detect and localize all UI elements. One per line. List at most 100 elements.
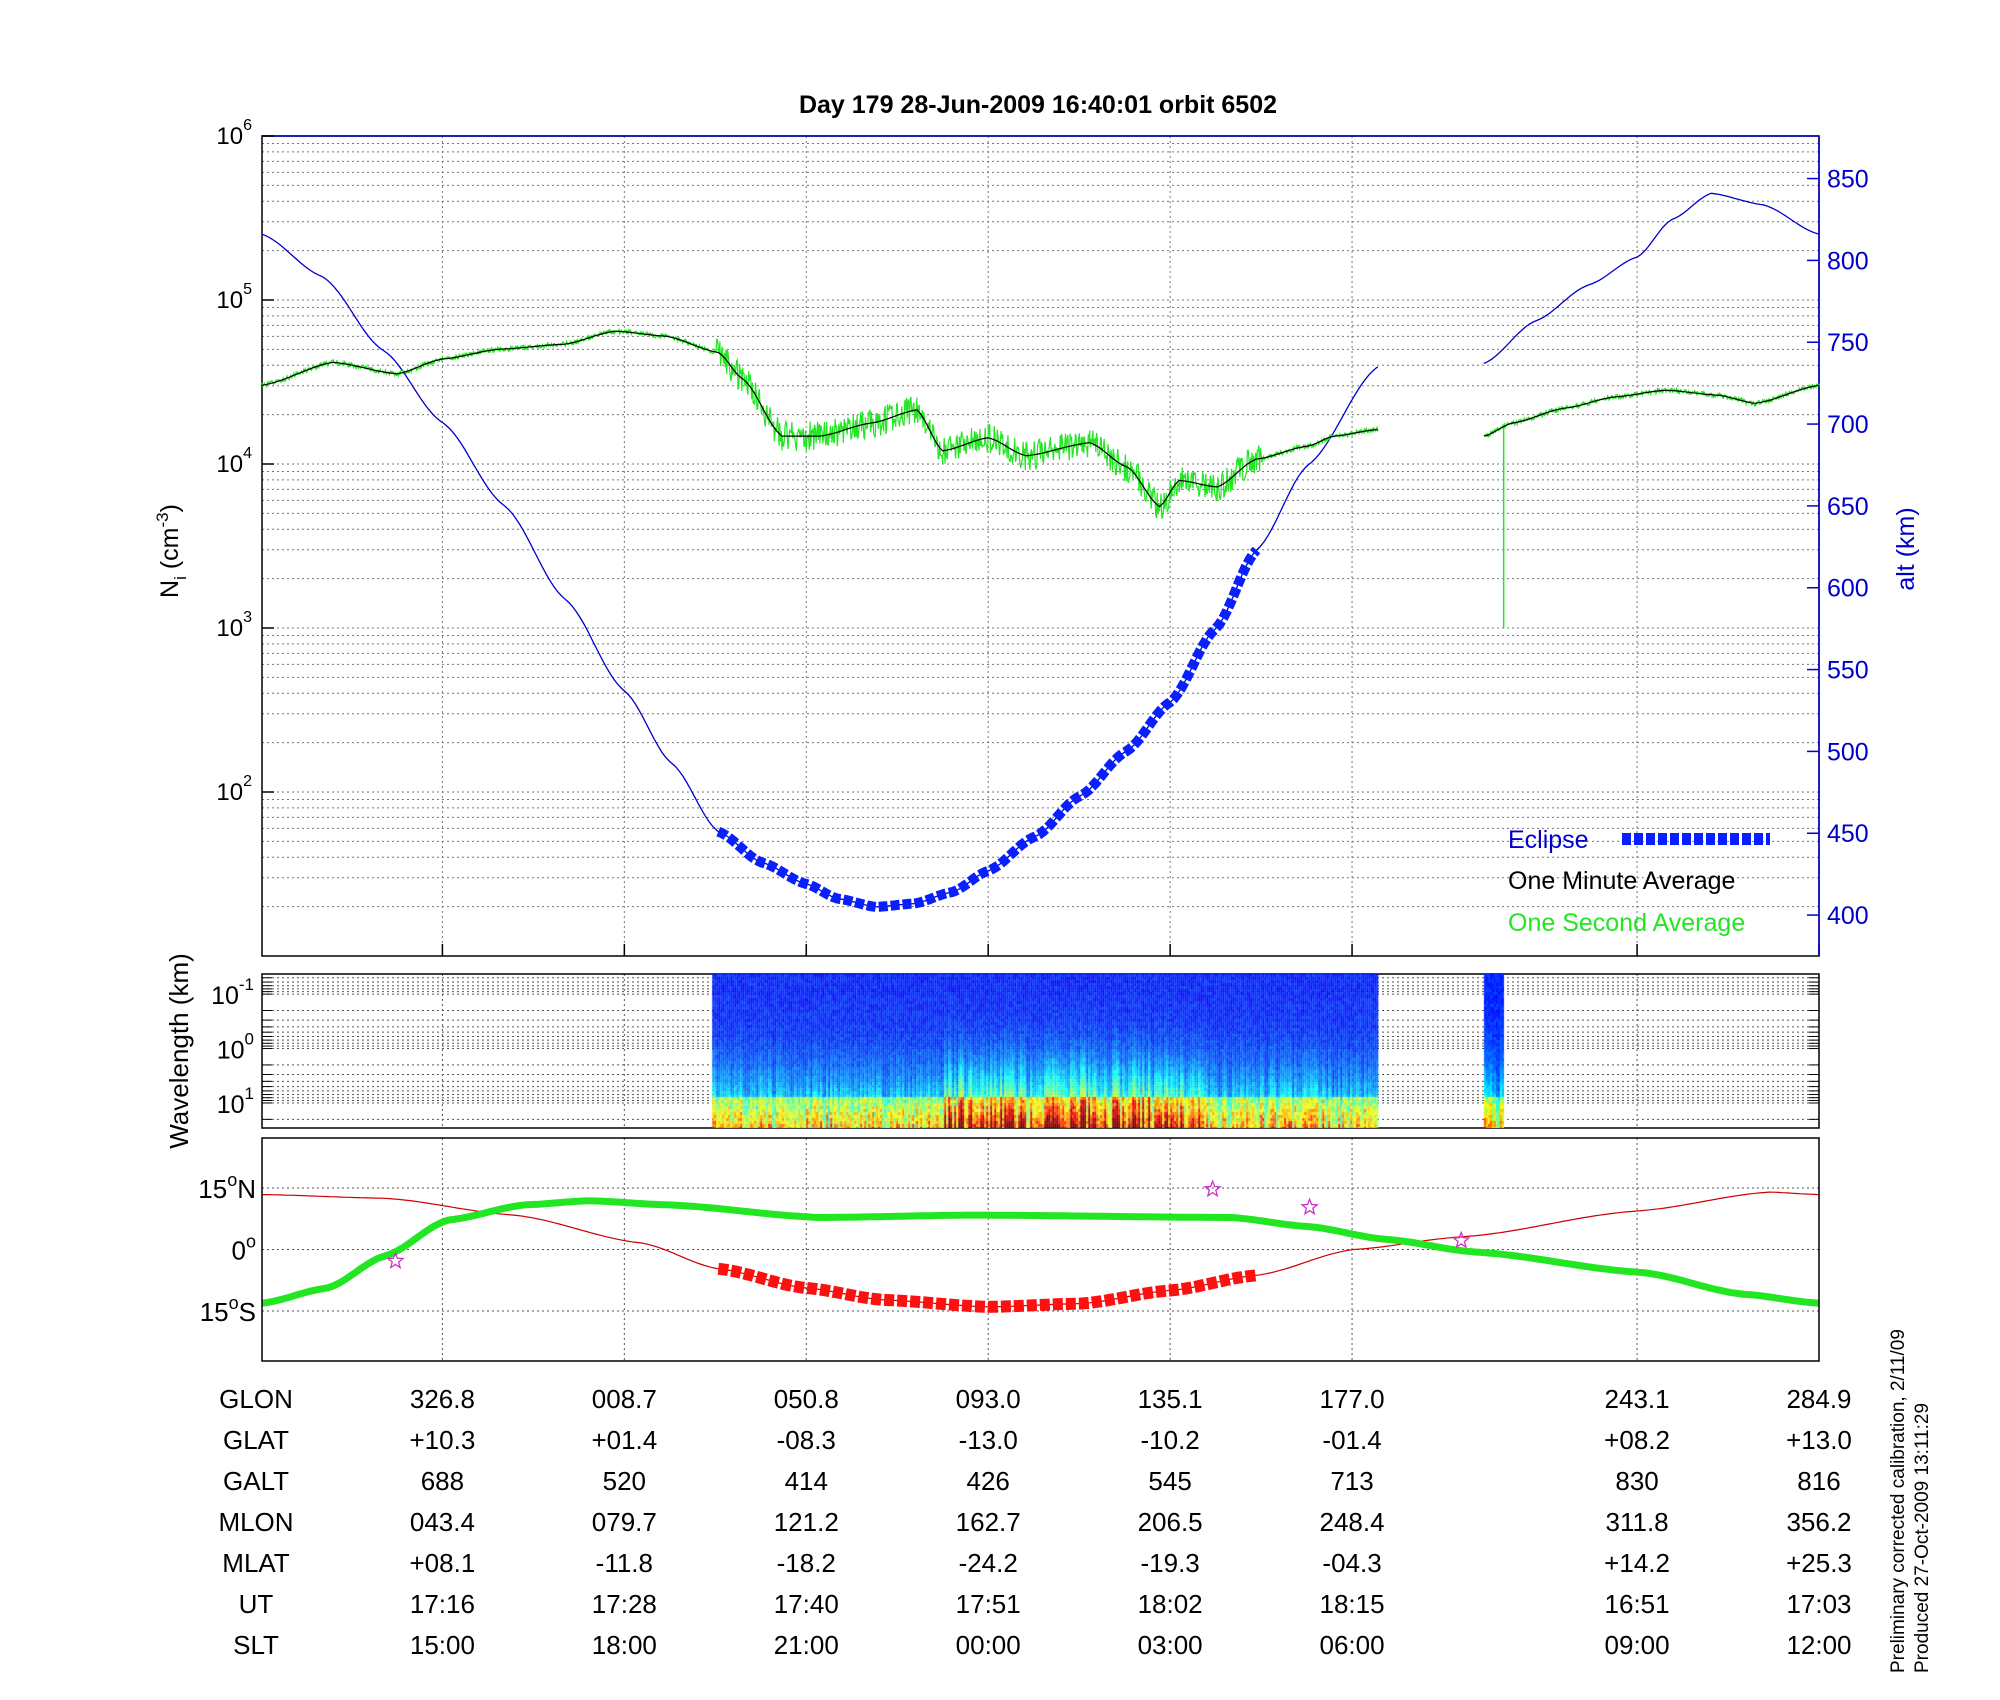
table-cell: -10.2 [1140,1425,1199,1455]
table-cell: 06:00 [1320,1630,1385,1660]
table-cell: 177.0 [1320,1384,1385,1414]
table-cell: 135.1 [1138,1384,1203,1414]
spectrogram-y-tick-label: 10-1 [211,975,254,1010]
table-row-label: SLT [233,1630,279,1660]
table-cell: 043.4 [410,1507,475,1537]
alt-tick-label: 750 [1827,329,1869,357]
legend-minute-label: One Minute Average [1508,867,1735,895]
table-cell: 545 [1148,1466,1191,1496]
alt-tick-label: 800 [1827,247,1869,275]
table-row-label: MLON [218,1507,293,1537]
table-row-label: GLAT [223,1425,289,1455]
calibration-note: Preliminary corrected calibration, 2/11/… [1888,1329,1909,1673]
alt-tick-label: 500 [1827,738,1869,766]
table-cell: 18:00 [592,1630,657,1660]
table-cell: 688 [421,1466,464,1496]
table-cell: 17:40 [774,1589,839,1619]
alt-tick-label: 400 [1827,902,1869,930]
table-row-label: GLON [219,1384,293,1414]
table-cell: 356.2 [1786,1507,1851,1537]
ground-track-map: 15oN 0o 15oS [198,1137,1820,1362]
produced-note: Produced 27-Oct-2009 13:11:29 [1912,1403,1933,1673]
table-cell: 162.7 [956,1507,1021,1537]
table-cell: 093.0 [956,1384,1021,1414]
table-cell: +10.3 [410,1425,476,1455]
spectrogram-image [262,974,1819,1128]
table-cell: 326.8 [410,1384,475,1414]
table-cell: +08.1 [410,1548,476,1578]
table-cell: 426 [967,1466,1010,1496]
table-cell: 713 [1330,1466,1373,1496]
table-cell: 15:00 [410,1630,475,1660]
table-row-label: GALT [223,1466,289,1496]
spectrogram-y-tick-label: 100 [217,1030,254,1065]
table-cell: 284.9 [1786,1384,1851,1414]
table-cell: 520 [603,1466,646,1496]
star-marker [1203,1179,1222,1198]
table-cell: 17:28 [592,1589,657,1619]
table-cell: 008.7 [592,1384,657,1414]
legend-eclipse-label: Eclipse [1508,826,1589,854]
table-row-label: UT [239,1589,274,1619]
table-cell: -24.2 [959,1548,1018,1578]
star-marker [386,1251,405,1269]
table-cell: 121.2 [774,1507,839,1537]
table-cell: +08.2 [1604,1425,1670,1455]
table-cell: 243.1 [1605,1384,1670,1414]
table-cell: -19.3 [1140,1548,1199,1578]
alt-tick-label: 650 [1827,493,1869,521]
orbit-parameter-table: GLON 326.8 008.7 050.8 093.0 135.1 177.0 243.1 2… [218,1384,1851,1660]
one-second-average-line [261,327,1820,519]
table-cell: -13.0 [959,1425,1018,1455]
eclipse-segment [716,546,1261,912]
magnetic-equator-track [261,1197,1820,1307]
map-lat-label: 15oN [198,1170,256,1204]
table-cell: 050.8 [774,1384,839,1414]
map-axes-frame [261,1137,1820,1362]
table-cell: 206.5 [1138,1507,1203,1537]
table-cell: +01.4 [591,1425,657,1455]
alt-axis-label: alt (km) [1892,507,1920,590]
alt-tick-label: 450 [1827,820,1869,848]
eclipse-ground-track [717,1262,1258,1313]
y-tick-label: 103 [216,609,252,642]
chart-title: Day 179 28-Jun-2009 16:40:01 orbit 6502 [799,91,1277,119]
alt-tick-label: 700 [1827,411,1869,439]
legend: Eclipse One Minute Average One Second Aver… [1508,826,1770,937]
table-cell: 16:51 [1605,1589,1670,1619]
table-cell: -11.8 [596,1548,653,1578]
legend-second-label: One Second Average [1508,909,1745,937]
table-cell: 18:15 [1320,1589,1385,1619]
table-cell: 414 [785,1466,828,1496]
y-tick-label: 106 [216,117,252,150]
table-cell: 248.4 [1320,1507,1385,1537]
alt-tick-label: 600 [1827,575,1869,603]
table-cell: 079.7 [592,1507,657,1537]
table-cell: 17:03 [1786,1589,1851,1619]
one-minute-average-line [261,330,1820,508]
spectrogram-y-axis-label: Wavelength (km) [164,953,194,1149]
table-cell: 03:00 [1138,1630,1203,1660]
table-cell: -04.3 [1322,1548,1381,1578]
table-cell: 09:00 [1605,1630,1670,1660]
table-row-label: MLAT [222,1548,290,1578]
star-marker [1300,1197,1319,1216]
map-lat-label: 0o [232,1232,256,1266]
altitude-line [261,192,1820,908]
table-cell: 21:00 [774,1630,839,1660]
table-cell: 816 [1797,1466,1840,1496]
density-panel: 106 105 104 103 102 400 450 500 550 600 650 700 750 8… [153,117,1920,957]
map-lat-label: 15oS [200,1293,256,1327]
table-cell: +14.2 [1604,1548,1670,1578]
table-cell: -08.3 [777,1425,836,1455]
y-tick-label: 105 [216,281,252,314]
table-cell: 12:00 [1786,1630,1851,1660]
table-cell: +13.0 [1786,1425,1852,1455]
y-tick-label: 104 [216,445,252,478]
y-tick-label: 102 [216,773,252,806]
table-cell: -18.2 [777,1548,836,1578]
table-cell: 830 [1615,1466,1658,1496]
star-marker [1451,1230,1471,1249]
alt-tick-label: 850 [1827,166,1869,194]
